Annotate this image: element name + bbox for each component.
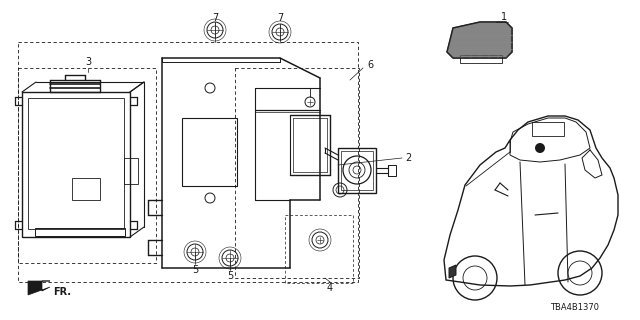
Text: 3: 3 <box>85 57 91 67</box>
Bar <box>182 118 237 186</box>
Text: 7: 7 <box>277 13 283 23</box>
Text: FR.: FR. <box>53 287 71 297</box>
Bar <box>285 215 353 283</box>
Bar <box>124 158 138 184</box>
Text: 5: 5 <box>227 271 233 281</box>
Bar <box>532 122 564 136</box>
Text: 4: 4 <box>327 283 333 293</box>
Bar <box>22 92 130 237</box>
Text: 1: 1 <box>501 12 507 22</box>
Polygon shape <box>447 22 512 58</box>
Circle shape <box>535 143 545 153</box>
Bar <box>235 68 359 278</box>
Bar <box>338 148 376 193</box>
Bar <box>388 165 396 176</box>
Bar <box>72 178 100 200</box>
Text: 2: 2 <box>405 153 411 163</box>
Bar <box>460 55 502 63</box>
Polygon shape <box>449 265 456 278</box>
Text: 7: 7 <box>212 13 218 23</box>
Bar <box>341 151 373 190</box>
Text: TBA4B1370: TBA4B1370 <box>550 303 600 313</box>
Bar <box>18 68 156 263</box>
Bar <box>18 42 358 282</box>
Polygon shape <box>28 281 50 295</box>
Bar <box>35 228 125 236</box>
Text: 5: 5 <box>192 265 198 275</box>
Text: 6: 6 <box>367 60 373 70</box>
Polygon shape <box>447 22 512 58</box>
Bar <box>28 98 124 229</box>
